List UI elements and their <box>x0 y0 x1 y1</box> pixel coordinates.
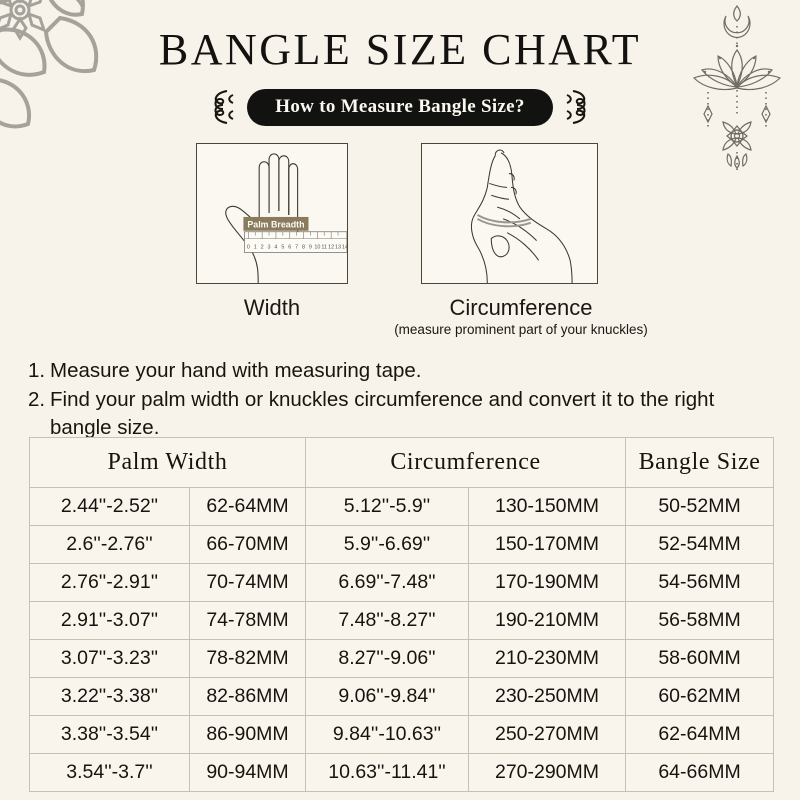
table-row: 3.54''-3.7'' 90-94MM 10.63''-11.41'' 270-29… <box>29 753 775 792</box>
svg-text:0: 0 <box>247 244 250 250</box>
svg-text:10: 10 <box>314 244 320 250</box>
svg-text:12: 12 <box>328 244 334 250</box>
bangle-size-table: Palm Width Circumference Bangle Size 2.4… <box>29 437 775 792</box>
table-cell: 5.12''-5.9'' <box>305 487 469 526</box>
table-cell: 3.22''-3.38'' <box>29 677 190 716</box>
table-cell: 52-54MM <box>625 525 775 564</box>
instructions-list: 1. Measure your hand with measuring tape… <box>28 357 760 441</box>
svg-text:9: 9 <box>309 244 312 250</box>
table-cell: 2.6''-2.76'' <box>29 525 190 564</box>
table-cell: 3.07''-3.23'' <box>29 639 190 678</box>
table-cell: 6.69''-7.48'' <box>305 563 469 602</box>
table-cell: 8.27''-9.06'' <box>305 639 469 678</box>
instruction-text: Find your palm width or knuckles circumf… <box>50 388 715 439</box>
caption-width: Width <box>243 295 301 320</box>
table-cell: 74-78MM <box>189 601 306 640</box>
circumference-illustration-panel <box>421 143 598 284</box>
column-header-circumference: Circumference <box>304 437 627 488</box>
table-row: 3.07''-3.23'' 78-82MM 8.27''-9.06'' 210-230… <box>29 639 775 678</box>
table-cell: 2.44''-2.52'' <box>29 487 190 526</box>
how-to-measure-badge[interactable]: How to Measure Bangle Size? <box>247 88 553 126</box>
table-cell: 50-52MM <box>625 487 775 526</box>
page-title: BANGLE SIZE CHART <box>158 25 642 74</box>
table-cell: 150-170MM <box>467 525 627 564</box>
table-cell: 70-74MM <box>189 563 306 602</box>
svg-text:13: 13 <box>335 244 341 250</box>
table-cell: 170-190MM <box>467 563 627 602</box>
table-cell: 56-58MM <box>625 601 775 640</box>
instruction-number: 2. <box>28 388 46 412</box>
table-row: 2.91''-3.07'' 74-78MM 7.48''-8.27'' 190-210… <box>29 601 775 640</box>
svg-text:1: 1 <box>254 244 257 250</box>
table-cell: 2.76''-2.91'' <box>29 563 190 602</box>
table-cell: 270-290MM <box>467 753 627 792</box>
list-item: 1. Measure your hand with measuring tape… <box>28 357 760 384</box>
table-cell: 86-90MM <box>189 715 306 754</box>
badge-row: How to Measure Bangle Size? <box>0 87 800 127</box>
column-header-bangle-size: Bangle Size <box>625 437 775 488</box>
table-cell: 62-64MM <box>625 715 775 754</box>
svg-text:14: 14 <box>342 244 347 250</box>
table-cell: 66-70MM <box>189 525 306 564</box>
table-row: 2.6''-2.76'' 66-70MM 5.9''-6.69'' 150-170MM… <box>29 525 775 564</box>
page-header: BANGLE SIZE CHART How to Measure Bangle … <box>0 0 800 127</box>
svg-text:7: 7 <box>295 244 298 250</box>
caption-circumference-group: Circumference (measure prominent part of… <box>371 295 671 337</box>
svg-text:2: 2 <box>261 244 264 250</box>
hand-knuckles-tape-illustration-icon <box>470 149 573 284</box>
table-cell: 60-62MM <box>625 677 775 716</box>
table-row: 2.76''-2.91'' 70-74MM 6.69''-7.48'' 170-190… <box>29 563 775 602</box>
table-cell: 250-270MM <box>467 715 627 754</box>
illustration-captions: Width Circumference (measure prominent p… <box>0 293 800 351</box>
table-cell: 54-56MM <box>625 563 775 602</box>
table-cell: 210-230MM <box>467 639 627 678</box>
table-cell: 82-86MM <box>189 677 306 716</box>
table-cell: 130-150MM <box>467 487 627 526</box>
flourish-right-icon <box>566 90 586 124</box>
table-cell: 230-250MM <box>467 677 627 716</box>
palm-breadth-label: Palm Breadth <box>247 219 304 229</box>
svg-text:11: 11 <box>321 244 327 250</box>
table-cell: 2.91''-3.07'' <box>29 601 190 640</box>
table-cell: 5.9''-6.69'' <box>305 525 469 564</box>
flourish-left-icon <box>214 90 234 124</box>
table-cell: 64-66MM <box>625 753 775 792</box>
table-cell: 58-60MM <box>625 639 775 678</box>
table-row: 3.38''-3.54'' 86-90MM 9.84''-10.63'' 250-27… <box>29 715 775 754</box>
table-cell: 9.84''-10.63'' <box>305 715 469 754</box>
table-cell: 9.06''-9.84'' <box>305 677 469 716</box>
table-cell: 7.48''-8.27'' <box>305 601 469 640</box>
table-header: Palm Width Circumference Bangle Size <box>29 437 775 488</box>
svg-text:8: 8 <box>302 244 305 250</box>
instruction-text: Measure your hand with measuring tape. <box>50 359 422 382</box>
table-row: 2.44''-2.52'' 62-64MM 5.12''-5.9'' 130-150M… <box>29 487 775 526</box>
table-row: 3.22''-3.38'' 82-86MM 9.06''-9.84'' 230-250… <box>29 677 775 716</box>
list-item: 2. Find your palm width or knuckles circ… <box>28 386 760 441</box>
caption-circumference: Circumference <box>449 295 593 320</box>
svg-text:4: 4 <box>274 244 277 250</box>
svg-text:5: 5 <box>281 244 284 250</box>
caption-circumference-sub: (measure prominent part of your knuckles… <box>394 322 648 337</box>
table-body: 2.44''-2.52'' 62-64MM 5.12''-5.9'' 130-150M… <box>29 487 775 792</box>
table-cell: 190-210MM <box>467 601 627 640</box>
column-header-palm-width: Palm Width <box>29 437 306 488</box>
svg-text:6: 6 <box>288 244 291 250</box>
table-cell: 3.38''-3.54'' <box>29 715 190 754</box>
svg-text:3: 3 <box>268 244 271 250</box>
table-cell: 90-94MM <box>189 753 306 792</box>
table-cell: 10.63''-11.41'' <box>305 753 469 792</box>
instruction-number: 1. <box>28 359 46 382</box>
table-cell: 62-64MM <box>189 487 306 526</box>
table-cell: 3.54''-3.7'' <box>29 753 190 792</box>
table-cell: 78-82MM <box>189 639 306 678</box>
table-header-row: Palm Width Circumference Bangle Size <box>29 437 775 488</box>
